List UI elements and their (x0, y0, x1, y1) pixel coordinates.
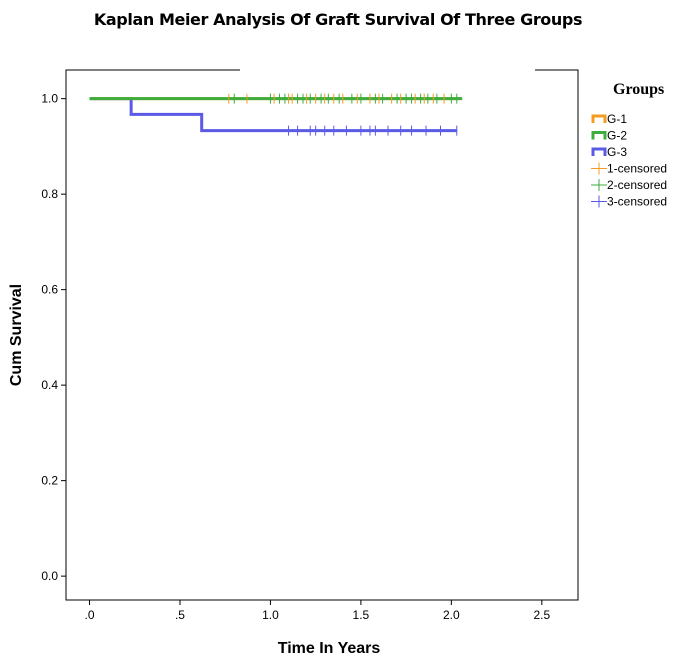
y-axis-label: Cum Survival (8, 284, 25, 386)
legend-label-g-1: G-1 (607, 112, 627, 126)
series-layer (89, 93, 463, 136)
x-tick-label: 1.0 (262, 608, 279, 622)
chart-title: Kaplan Meier Analysis Of Graft Survival … (93, 10, 583, 29)
legend-title: Groups (613, 81, 664, 98)
x-axis-label: Time In Years (278, 640, 381, 657)
legend-label-g-3: G-3 (607, 145, 627, 159)
y-tick-label: 0.2 (41, 474, 58, 488)
x-tick-label: 2.5 (533, 608, 550, 622)
y-tick-label: 1.0 (41, 92, 58, 106)
y-tick-label: 0.6 (41, 283, 58, 297)
x-tick-label: 1.5 (353, 608, 370, 622)
legend-label-3-censored: 3-censored (607, 195, 667, 209)
y-tick-label: 0.0 (41, 569, 58, 583)
legend-label-1-censored: 1-censored (607, 162, 667, 176)
y-axis: 0.0 0.2 0.4 0.6 0.8 1.0 (41, 92, 66, 583)
legend-swatch-g-1 (591, 114, 607, 123)
plot-frame (65, 69, 579, 601)
legend: Groups G-1 G-2 G-3 1-censored 2-censored 3-ce… (591, 81, 667, 209)
legend-label-2-censored: 2-censored (607, 178, 667, 192)
legend-swatch-g-3 (591, 147, 607, 156)
x-tick-label: .5 (175, 608, 185, 622)
x-axis: .0 .5 1.0 1.5 2.0 2.5 (85, 600, 550, 622)
legend-swatch-g-2 (591, 131, 607, 140)
x-tick-label: .0 (85, 608, 95, 622)
y-tick-label: 0.4 (41, 378, 58, 392)
x-tick-label: 2.0 (443, 608, 460, 622)
legend-label-g-2: G-2 (607, 129, 627, 143)
y-tick-label: 0.8 (41, 187, 58, 201)
